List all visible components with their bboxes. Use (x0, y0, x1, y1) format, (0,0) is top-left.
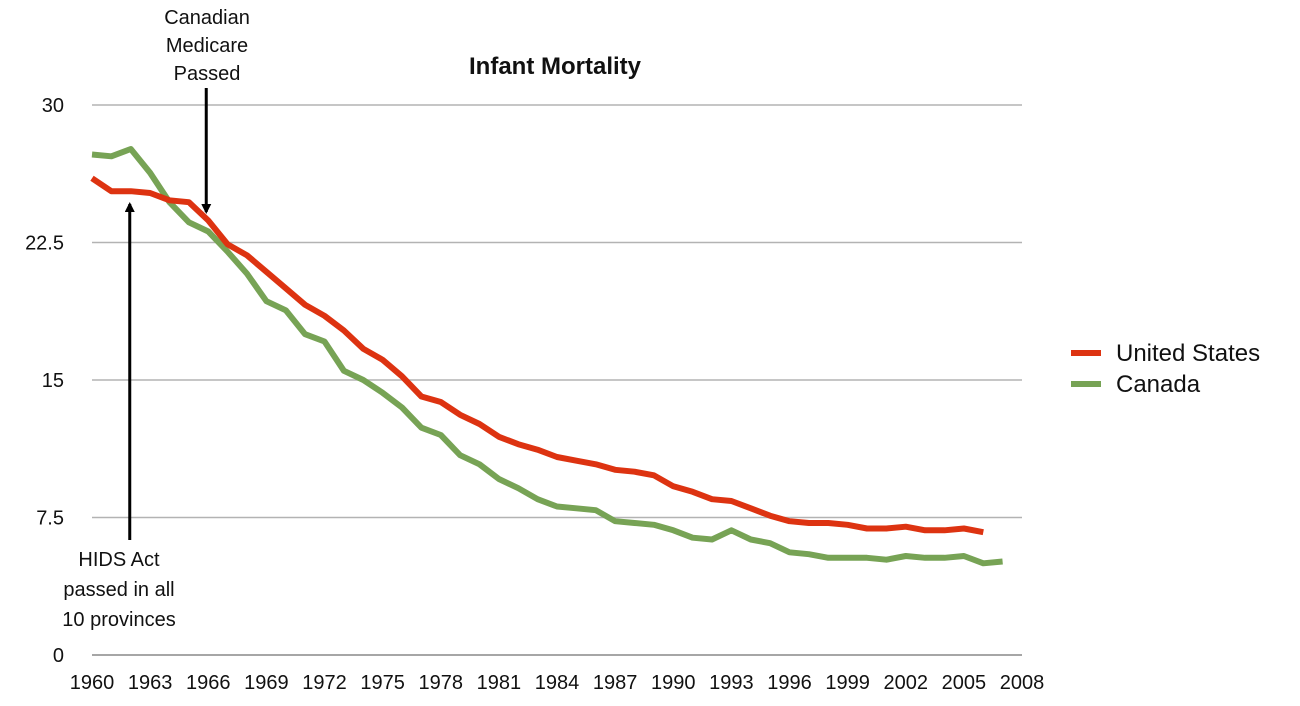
x-tick-label: 1990 (651, 672, 696, 694)
x-tick-label: 1999 (825, 672, 870, 694)
chart-title: Infant Mortality (469, 53, 642, 80)
series-line-united-states (90, 175, 984, 536)
x-axis-ticks: 1960 1963 1966 1969 1972 1975 1978 1981 1984 1987… (70, 672, 1045, 694)
x-tick-label: 1987 (593, 672, 638, 694)
annotation-hids-text: 10 provinces (62, 609, 175, 631)
y-tick-label: 7.5 (36, 508, 64, 530)
x-tick-label: 1993 (709, 672, 754, 694)
legend-label: Canada (1116, 371, 1201, 398)
x-tick-label: 1960 (70, 672, 115, 694)
annotation-hids-text: HIDS Act (78, 549, 160, 571)
y-tick-label: 22.5 (25, 233, 64, 255)
y-axis-ticks: 0 7.5 15 22.5 30 (25, 95, 64, 667)
annotation-medicare-text: Medicare (166, 35, 248, 57)
series-line-canada (91, 146, 1003, 567)
x-tick-label: 2008 (1000, 672, 1045, 694)
x-tick-label: 1969 (244, 672, 289, 694)
y-tick-label: 30 (42, 95, 64, 117)
series-lines (90, 146, 1003, 567)
legend-label: United States (1116, 340, 1260, 367)
x-tick-label: 1963 (128, 672, 173, 694)
x-tick-label: 1972 (302, 672, 347, 694)
y-tick-label: 15 (42, 370, 64, 392)
x-tick-label: 1984 (535, 672, 580, 694)
annotation-hids-text: passed in all (63, 579, 174, 601)
x-tick-label: 1981 (477, 672, 522, 694)
x-tick-label: 2005 (942, 672, 987, 694)
y-tick-label: 0 (53, 645, 64, 667)
annotations: Canadian Medicare Passed HIDS Act passed in … (62, 7, 250, 631)
x-tick-label: 1975 (360, 672, 405, 694)
x-tick-label: 2002 (884, 672, 929, 694)
x-tick-label: 1966 (186, 672, 231, 694)
gridlines (92, 104, 1022, 656)
annotation-medicare-text: Canadian (164, 7, 250, 29)
x-tick-label: 1978 (419, 672, 464, 694)
legend: United States Canada (1071, 340, 1260, 398)
x-tick-label: 1996 (767, 672, 812, 694)
annotation-medicare-text: Passed (174, 63, 241, 85)
